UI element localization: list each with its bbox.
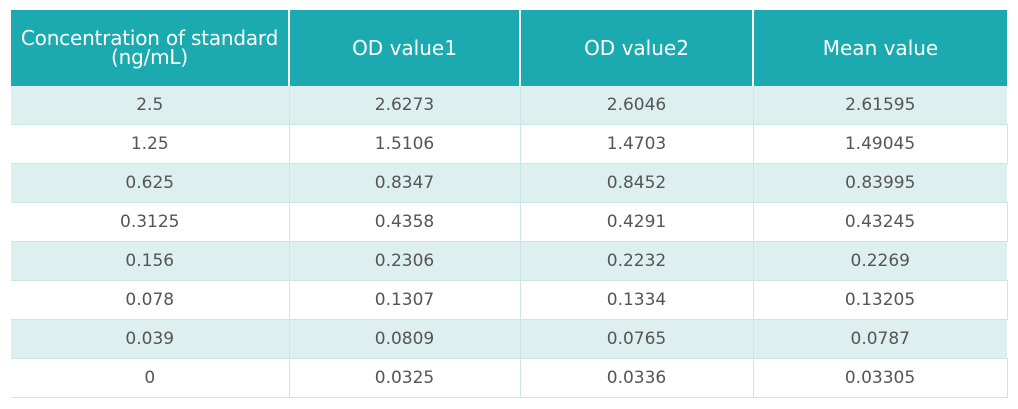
header-concentration: Concentration of standard (ng/mL) <box>11 10 290 86</box>
cell-mean-value: 0.2269 <box>753 241 1007 281</box>
cell-od-value2: 1.4703 <box>520 124 754 164</box>
cell-mean-value: 1.49045 <box>753 124 1008 164</box>
header-mean-value: Mean value <box>753 10 1007 86</box>
cell-od-value2: 0.8452 <box>520 163 754 203</box>
cell-od-value1: 0.0325 <box>289 358 521 398</box>
cell-concentration: 0.039 <box>11 319 290 359</box>
cell-concentration: 2.5 <box>11 86 290 125</box>
cell-mean-value: 0.13205 <box>753 280 1008 320</box>
table-row: 0.625 0.8347 0.8452 0.83995 <box>11 163 1007 203</box>
cell-od-value1: 0.4358 <box>289 202 521 242</box>
standard-curve-table: Concentration of standard (ng/mL) OD val… <box>11 10 1008 398</box>
cell-od-value1: 1.5106 <box>289 124 521 164</box>
cell-od-value1: 0.0809 <box>289 319 521 359</box>
cell-od-value2: 0.0336 <box>520 358 754 398</box>
cell-mean-value: 2.61595 <box>753 86 1007 125</box>
cell-mean-value: 0.0787 <box>753 319 1007 359</box>
table-row: 1.25 1.5106 1.4703 1.49045 <box>11 124 1008 164</box>
cell-od-value2: 0.4291 <box>520 202 754 242</box>
cell-concentration: 0 <box>11 358 290 398</box>
cell-od-value1: 0.8347 <box>289 163 521 203</box>
cell-concentration: 0.156 <box>11 241 290 281</box>
table-row: 0 0.0325 0.0336 0.03305 <box>11 358 1008 398</box>
table-row: 0.039 0.0809 0.0765 0.0787 <box>11 319 1007 359</box>
cell-od-value1: 0.2306 <box>289 241 521 281</box>
cell-concentration: 0.078 <box>11 280 290 320</box>
header-od-value1: OD value1 <box>289 10 521 86</box>
table-row: 0.078 0.1307 0.1334 0.13205 <box>11 280 1008 320</box>
header-od-value2: OD value2 <box>520 10 754 86</box>
header-concentration-line1: Concentration of standard <box>20 26 279 50</box>
table-row: 0.156 0.2306 0.2232 0.2269 <box>11 241 1007 281</box>
cell-od-value2: 2.6046 <box>520 86 754 125</box>
data-table-container: Concentration of standard (ng/mL) OD val… <box>11 10 1008 398</box>
cell-mean-value: 0.83995 <box>753 163 1007 203</box>
cell-od-value2: 0.1334 <box>520 280 754 320</box>
table-row: 2.5 2.6273 2.6046 2.61595 <box>11 86 1007 125</box>
cell-mean-value: 0.03305 <box>753 358 1008 398</box>
cell-concentration: 0.3125 <box>11 202 290 242</box>
cell-od-value2: 0.0765 <box>520 319 754 359</box>
cell-concentration: 1.25 <box>11 124 290 164</box>
cell-od-value1: 0.1307 <box>289 280 521 320</box>
header-concentration-line2: (ng/mL) <box>111 45 188 69</box>
table-header-row: Concentration of standard (ng/mL) OD val… <box>11 10 1007 86</box>
cell-od-value1: 2.6273 <box>289 86 521 125</box>
cell-mean-value: 0.43245 <box>753 202 1008 242</box>
cell-concentration: 0.625 <box>11 163 290 203</box>
cell-od-value2: 0.2232 <box>520 241 754 281</box>
table-row: 0.3125 0.4358 0.4291 0.43245 <box>11 202 1008 242</box>
